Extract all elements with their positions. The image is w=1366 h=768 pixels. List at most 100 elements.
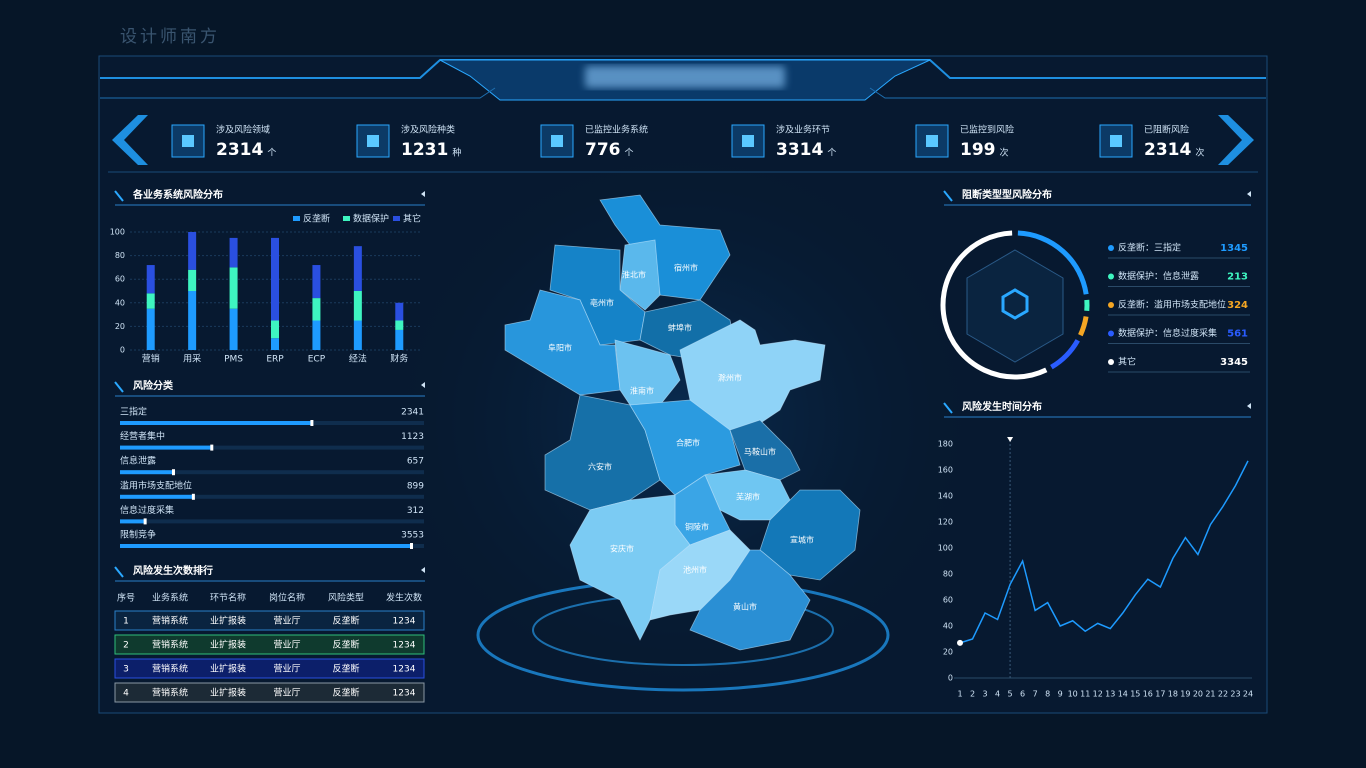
table-cell: 4 <box>123 689 129 699</box>
stat-value: 2314 <box>1144 140 1191 160</box>
bar-segment <box>146 308 155 350</box>
table-cell: 营业厅 <box>273 615 300 627</box>
stat-value: 2314 <box>216 140 263 160</box>
stat-icon-glyph <box>551 135 563 147</box>
y-tick-label: 180 <box>938 440 953 449</box>
x-tick-label: 2 <box>970 690 975 699</box>
value-label: 1123 <box>401 432 424 442</box>
legend-swatch <box>343 216 350 221</box>
table-cell: 营销系统 <box>152 663 188 675</box>
section-header-deco <box>114 566 124 578</box>
bar-segment <box>353 291 362 321</box>
section-header-deco <box>114 381 124 393</box>
section-header-arrow <box>421 567 425 573</box>
region-label: 黄山市 <box>733 602 757 612</box>
x-tick-label: 15 <box>1130 690 1140 699</box>
legend-label: 数据保护：信息泄露 <box>1118 270 1199 282</box>
bar-segment <box>312 265 321 299</box>
category-label: 三指定 <box>120 406 147 418</box>
legend-value: 324 <box>1227 300 1248 311</box>
bar-tip <box>171 469 175 476</box>
region[interactable] <box>689 549 811 651</box>
legend-label: 反垄断 <box>303 213 330 225</box>
bar <box>120 494 194 499</box>
x-tick-label: 1 <box>957 690 962 699</box>
table-cell: 3 <box>123 665 129 675</box>
table-cell: 2 <box>123 641 129 651</box>
bar-tip <box>310 420 314 426</box>
bar-segment <box>229 308 238 350</box>
legend-value: 3345 <box>1220 357 1248 368</box>
y-tick-label: 40 <box>943 622 953 631</box>
stat-unit: 种 <box>452 147 461 159</box>
legend-label: 其它 <box>403 213 421 225</box>
left-arrow[interactable] <box>112 115 148 165</box>
table-cell: 1234 <box>393 641 416 651</box>
x-tick-label: 用采 <box>183 354 201 365</box>
bar <box>120 445 213 450</box>
bar <box>120 544 412 548</box>
section-header-arrow <box>421 191 425 197</box>
region-label: 滁州市 <box>718 373 742 383</box>
table-cell: 1234 <box>393 689 416 699</box>
table-cell: 营销系统 <box>152 639 188 651</box>
table-header: 发生次数 <box>386 592 422 604</box>
x-tick-label: 财务 <box>390 353 408 365</box>
value-label: 899 <box>407 481 424 491</box>
x-tick-label: PMS <box>224 355 243 365</box>
region[interactable] <box>619 239 661 311</box>
y-tick-label: 140 <box>938 492 953 501</box>
x-tick-label: 12 <box>1093 690 1103 699</box>
table-cell: 反垄断 <box>332 615 359 627</box>
bar-tip <box>191 493 195 500</box>
region-label: 蚌埠市 <box>668 323 692 333</box>
section-header-arrow <box>1247 191 1251 197</box>
table-row <box>114 634 425 655</box>
table-header: 风险类型 <box>328 592 364 604</box>
bar-segment <box>271 237 279 321</box>
table-cell: 1 <box>123 617 129 627</box>
x-tick-label: 16 <box>1143 690 1153 699</box>
table-cell: 业扩报装 <box>210 615 246 627</box>
x-tick-label: 5 <box>1008 690 1013 699</box>
stat-label: 涉及业务环节 <box>776 124 830 136</box>
bar-track <box>120 470 424 475</box>
x-tick-label: 4 <box>995 690 1000 699</box>
y-tick-label: 60 <box>943 596 953 605</box>
header-title-blurred <box>585 66 785 88</box>
bar <box>120 519 146 524</box>
region-label: 淮南市 <box>630 386 654 396</box>
bar-segment <box>353 320 362 350</box>
bar-segment <box>146 265 155 294</box>
x-tick-label: 18 <box>1168 690 1178 699</box>
bar-track <box>120 494 424 499</box>
x-tick-label: 23 <box>1230 690 1240 699</box>
x-tick-label: 10 <box>1068 690 1078 699</box>
y-tick-label: 80 <box>943 570 953 579</box>
region-label: 芜湖市 <box>736 492 760 502</box>
x-tick-label: 19 <box>1180 690 1190 699</box>
stat-value: 776 <box>585 140 621 160</box>
category-label: 限制竞争 <box>120 529 156 541</box>
table-cell: 营业厅 <box>273 639 300 651</box>
right-arrow[interactable] <box>1218 115 1254 165</box>
legend-dot <box>1108 245 1114 251</box>
legend-dot <box>1108 273 1114 280</box>
category-label: 信息过度采集 <box>120 504 174 516</box>
table-cell: 反垄断 <box>332 663 359 675</box>
section-title: 风险发生时间分布 <box>962 400 1042 413</box>
region-label: 池州市 <box>683 565 707 575</box>
section-title: 风险分类 <box>133 379 173 392</box>
region-label: 淮北市 <box>622 270 646 280</box>
x-tick-label: ECP <box>308 355 326 365</box>
x-tick-label: 13 <box>1105 690 1115 699</box>
value-label: 3553 <box>401 531 424 541</box>
bar-segment <box>188 291 197 350</box>
legend-value: 1345 <box>1220 243 1248 254</box>
table-cell: 1234 <box>393 665 416 675</box>
stat-value: 199 <box>960 140 996 160</box>
hexagon <box>966 249 1064 363</box>
legend-swatch <box>293 216 300 221</box>
region-label: 合肥市 <box>676 438 700 448</box>
region-label: 亳州市 <box>590 298 614 308</box>
